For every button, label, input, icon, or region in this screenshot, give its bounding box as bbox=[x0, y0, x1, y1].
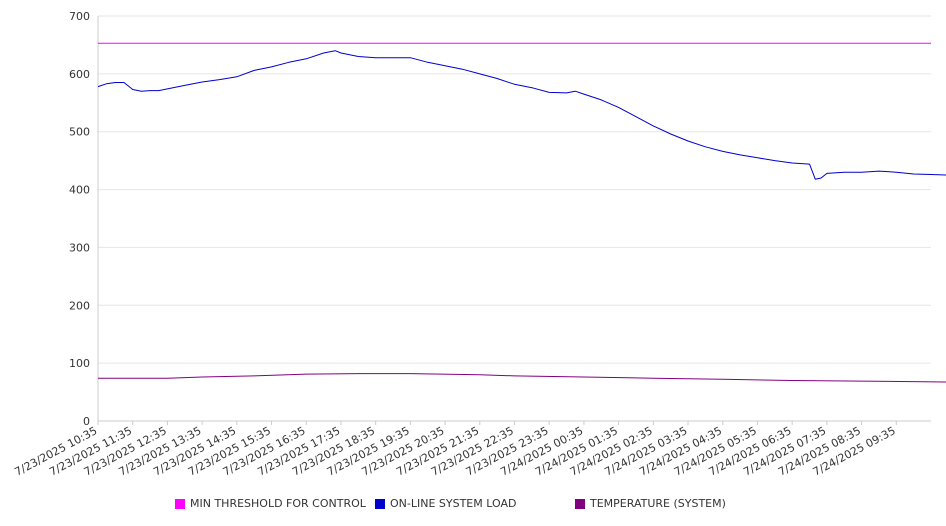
series-lines bbox=[97, 42, 946, 383]
series-line-temperature-system bbox=[98, 373, 946, 383]
y-tick-label: 0 bbox=[83, 415, 90, 428]
legend-label: TEMPERATURE (SYSTEM) bbox=[590, 497, 726, 510]
legend-item[interactable]: MIN THRESHOLD FOR CONTROL bbox=[175, 497, 366, 510]
legend-item[interactable]: TEMPERATURE (SYSTEM) bbox=[575, 497, 726, 510]
y-tick-label: 600 bbox=[69, 68, 90, 81]
legend-swatch bbox=[575, 498, 585, 509]
legend-swatch bbox=[175, 498, 185, 509]
legend-label: MIN THRESHOLD FOR CONTROL bbox=[190, 497, 366, 510]
chart-legend: MIN THRESHOLD FOR CONTROL ON-LINE SYSTEM … bbox=[0, 497, 946, 515]
x-tick-labels: 7/23/2025 10:357/23/2025 11:357/23/2025 … bbox=[12, 424, 897, 478]
legend-label: ON-LINE SYSTEM LOAD bbox=[390, 497, 517, 510]
legend-item[interactable]: ON-LINE SYSTEM LOAD bbox=[375, 497, 516, 510]
series-line-on-line-system-load bbox=[97, 50, 946, 180]
y-tick-labels: 0 100 200 300 400 500 600 700 bbox=[69, 10, 90, 428]
y-tick-label: 700 bbox=[69, 10, 90, 23]
y-tick-label: 100 bbox=[69, 357, 90, 370]
y-tick-label: 500 bbox=[69, 126, 90, 139]
legend-swatch bbox=[375, 498, 385, 509]
axes bbox=[97, 16, 931, 425]
y-tick-label: 200 bbox=[69, 299, 90, 312]
grid-lines bbox=[98, 15, 931, 364]
y-tick-label: 400 bbox=[69, 184, 90, 197]
y-tick-label: 300 bbox=[69, 241, 90, 254]
